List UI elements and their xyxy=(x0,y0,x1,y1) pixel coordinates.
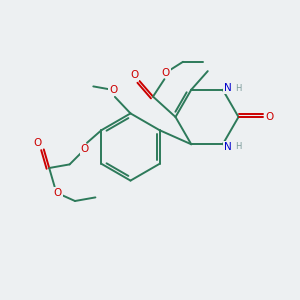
Text: H: H xyxy=(235,84,242,93)
Text: N: N xyxy=(224,83,232,93)
Text: H: H xyxy=(235,142,242,151)
Text: O: O xyxy=(33,138,41,148)
Text: N: N xyxy=(224,142,232,152)
Text: O: O xyxy=(80,144,89,154)
Text: O: O xyxy=(266,112,274,122)
Text: O: O xyxy=(53,188,62,198)
Text: O: O xyxy=(162,68,170,78)
Text: O: O xyxy=(130,70,138,80)
Text: O: O xyxy=(109,85,118,95)
